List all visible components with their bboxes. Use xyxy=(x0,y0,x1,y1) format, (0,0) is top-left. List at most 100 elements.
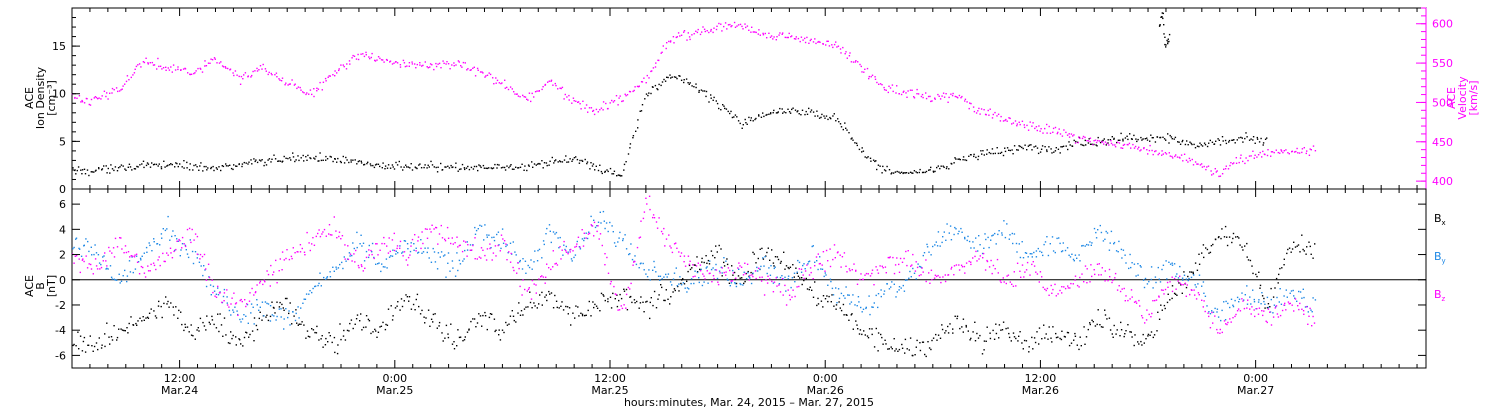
velocity-point xyxy=(650,70,652,73)
density-point xyxy=(389,167,392,169)
Bz-point xyxy=(149,270,151,272)
By-point xyxy=(156,243,159,245)
By-point xyxy=(300,307,302,309)
Bz-point xyxy=(881,265,883,267)
Bz-point xyxy=(1309,307,1311,310)
Bz-point xyxy=(1074,275,1077,277)
Bz-point xyxy=(458,244,461,247)
velocity-point xyxy=(527,99,529,101)
Bz-point xyxy=(417,240,419,242)
Bx-point xyxy=(1279,267,1281,270)
Bx-point xyxy=(168,306,170,308)
Bz-point xyxy=(632,264,634,266)
velocity-point xyxy=(76,97,78,99)
Bz-point xyxy=(317,232,319,235)
By-point xyxy=(693,282,695,285)
velocity-point xyxy=(1172,157,1174,159)
Bz-point xyxy=(653,217,656,219)
velocity-point xyxy=(541,88,543,91)
By-point xyxy=(239,318,241,321)
Bx-point xyxy=(680,282,682,285)
Bz-point xyxy=(990,259,992,262)
velocity-point xyxy=(1108,144,1110,146)
density-point xyxy=(769,113,772,115)
Bx-point xyxy=(965,326,967,328)
density-point xyxy=(460,168,462,170)
density-point xyxy=(1228,139,1231,142)
velocity-point xyxy=(495,77,497,79)
velocity-point xyxy=(1084,136,1086,139)
density-point xyxy=(683,79,685,81)
Bx-point xyxy=(1171,297,1173,300)
velocity-point xyxy=(885,89,887,91)
Bx-point xyxy=(814,281,816,283)
density-point xyxy=(287,157,289,160)
Bx-point xyxy=(104,333,106,335)
velocity-point xyxy=(472,67,474,69)
density-point xyxy=(326,158,329,160)
Bz-point xyxy=(1098,263,1100,265)
density-point xyxy=(856,144,858,147)
velocity-point xyxy=(319,81,321,84)
velocity-point xyxy=(184,68,187,70)
velocity-point xyxy=(415,67,417,69)
By-point xyxy=(763,265,765,267)
density-point xyxy=(566,161,568,163)
Bx-point xyxy=(712,254,714,257)
Bx-point xyxy=(468,328,470,330)
density-point xyxy=(1041,145,1044,147)
density-point xyxy=(829,116,831,119)
velocity-point xyxy=(672,36,675,38)
velocity-point xyxy=(236,74,238,76)
Bz-point xyxy=(565,249,567,252)
velocity-point xyxy=(966,101,968,103)
velocity-point xyxy=(1179,157,1181,159)
velocity-point xyxy=(351,57,353,59)
Bz-point xyxy=(1000,281,1002,284)
Bx-point xyxy=(1287,248,1289,251)
velocity-point xyxy=(658,59,660,62)
Bz-point xyxy=(784,284,786,287)
velocity-point xyxy=(501,82,503,84)
Bz-point xyxy=(970,261,972,263)
velocity-point xyxy=(1081,137,1084,140)
density-point xyxy=(903,172,905,174)
velocity-point xyxy=(267,73,269,76)
density-point xyxy=(752,120,754,122)
Bx-point xyxy=(184,326,187,328)
velocity-point xyxy=(271,74,273,76)
By-point xyxy=(451,260,454,262)
Bz-point xyxy=(725,274,727,276)
Bz-point xyxy=(1020,276,1022,278)
Bx-point xyxy=(686,280,688,282)
Bx-point xyxy=(1124,333,1126,335)
Bx-point xyxy=(924,353,926,356)
By-point xyxy=(1266,296,1269,299)
Bx-point xyxy=(1084,343,1086,345)
Bz-point xyxy=(74,255,76,257)
Bz-point xyxy=(1221,331,1223,334)
Bz-point xyxy=(489,243,491,245)
By-point xyxy=(88,250,90,253)
By-point xyxy=(420,239,422,241)
velocity-point xyxy=(291,79,293,81)
density-point xyxy=(611,173,613,175)
Bx-point xyxy=(432,313,435,316)
axis-label-line: ACE xyxy=(23,87,36,109)
density-point xyxy=(595,165,597,167)
density-point xyxy=(848,132,850,134)
By-point xyxy=(116,279,118,281)
Bz-point xyxy=(1277,316,1280,318)
density-point xyxy=(918,171,920,174)
velocity-point xyxy=(634,86,636,88)
Bz-point xyxy=(779,291,782,293)
Bx-point xyxy=(118,328,120,330)
density-point xyxy=(758,115,760,117)
velocity-point xyxy=(386,59,388,61)
By-point xyxy=(454,275,457,277)
By-point xyxy=(545,233,547,235)
Bx-point xyxy=(188,331,190,333)
density-point xyxy=(317,160,319,162)
velocity-point xyxy=(220,61,222,63)
velocity-point xyxy=(374,59,376,62)
